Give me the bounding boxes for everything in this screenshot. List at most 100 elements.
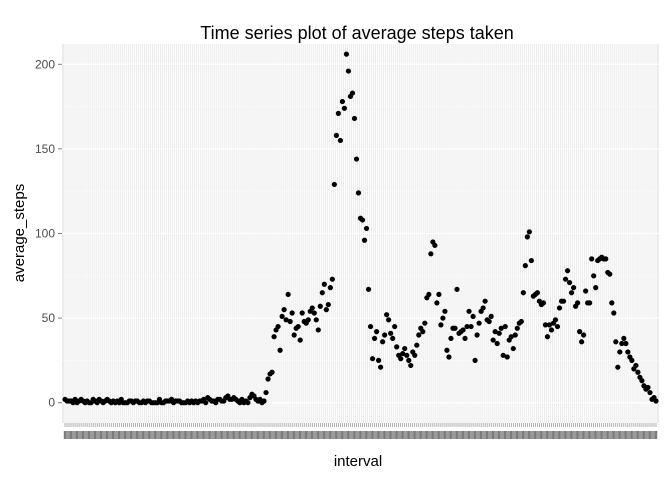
x-tick-label (405, 431, 408, 439)
data-point (476, 320, 482, 326)
data-point (416, 332, 422, 338)
data-point (313, 317, 319, 323)
x-tick-label (510, 431, 513, 439)
x-tick-label (158, 431, 161, 439)
x-tick-label (254, 431, 258, 439)
data-point (327, 285, 333, 291)
x-tick-label (540, 431, 543, 439)
data-point (621, 335, 627, 342)
x-tick-label (399, 431, 402, 439)
x-tick-label (104, 431, 107, 439)
x-tick-label (495, 431, 499, 439)
x-tick-label (479, 431, 483, 439)
data-point (564, 268, 571, 274)
x-tick-label (331, 431, 334, 439)
data-point (486, 318, 492, 325)
x-tick-label (270, 431, 274, 439)
x-tick-label (449, 431, 453, 439)
x-tick-label (477, 431, 481, 439)
x-tick-label (632, 431, 636, 439)
x-tick-label (106, 431, 109, 439)
x-tick-label (596, 431, 599, 439)
x-tick-label (528, 431, 531, 439)
x-tick-label (134, 431, 137, 439)
x-tick-label (636, 431, 640, 439)
data-point (285, 291, 291, 298)
x-tick-label (530, 431, 533, 439)
data-point (287, 318, 293, 325)
data-point (402, 345, 408, 352)
data-point (552, 317, 559, 323)
data-point (444, 347, 450, 353)
data-point (566, 279, 573, 286)
x-tick-label (194, 431, 197, 439)
x-tick-label (594, 431, 597, 439)
data-point (275, 323, 281, 330)
x-tick-label (387, 431, 390, 439)
data-point (420, 329, 426, 335)
x-tick-label (305, 431, 308, 439)
data-point (426, 291, 432, 298)
x-tick-label (118, 431, 121, 439)
data-point (388, 330, 394, 336)
x-tick-label (81, 431, 85, 439)
data-point (613, 339, 619, 345)
x-tick-label (63, 431, 67, 439)
x-tick-label (516, 431, 519, 439)
x-tick-label (101, 431, 105, 439)
x-tick-label (266, 431, 270, 439)
data-point (504, 354, 510, 360)
data-point (265, 376, 271, 382)
data-point (382, 332, 388, 338)
x-tick-label (176, 431, 179, 439)
x-tick-label (600, 431, 603, 439)
x-tick-label (168, 431, 171, 439)
x-tick-label (140, 431, 143, 439)
x-tick-label (343, 431, 346, 439)
data-point (335, 110, 341, 116)
data-point (524, 234, 530, 240)
x-tick-label (576, 431, 579, 439)
x-tick-label (329, 431, 332, 439)
data-point (544, 334, 551, 340)
data-point (494, 340, 500, 347)
x-tick-label (150, 431, 153, 439)
data-point (498, 325, 504, 331)
data-point (384, 312, 390, 318)
x-tick-label (186, 431, 189, 439)
data-point (269, 369, 275, 375)
data-point (466, 308, 472, 314)
x-tick-label (542, 431, 545, 439)
x-tick-label (598, 431, 601, 439)
x-tick-label (351, 431, 354, 439)
data-point (281, 307, 287, 313)
x-tick-label (339, 431, 342, 439)
data-point (436, 291, 442, 298)
x-tick-label (250, 431, 254, 439)
x-tick-label (447, 431, 451, 439)
data-point (363, 225, 370, 232)
x-tick-label (95, 431, 99, 439)
x-tick-label (407, 431, 410, 439)
x-tick-label (367, 431, 370, 439)
x-tick-label (196, 431, 199, 439)
data-point (323, 307, 329, 313)
x-tick-label (568, 431, 571, 439)
x-tick-label (638, 431, 642, 439)
x-tick-label (144, 431, 147, 439)
x-axis-label: interval (334, 453, 382, 470)
x-tick-label (222, 431, 226, 439)
data-point (440, 315, 446, 321)
x-tick-label (618, 431, 622, 439)
x-tick-label (220, 431, 223, 439)
x-tick-label (373, 431, 376, 439)
data-point (496, 330, 502, 336)
x-tick-label (592, 431, 595, 439)
x-tick-label (648, 431, 652, 439)
x-tick-label (608, 431, 611, 439)
x-tick-label (461, 431, 465, 439)
x-tick-label (586, 431, 589, 439)
x-tick-label (650, 431, 654, 439)
x-tick-label (498, 431, 501, 439)
x-tick-label (355, 431, 358, 439)
